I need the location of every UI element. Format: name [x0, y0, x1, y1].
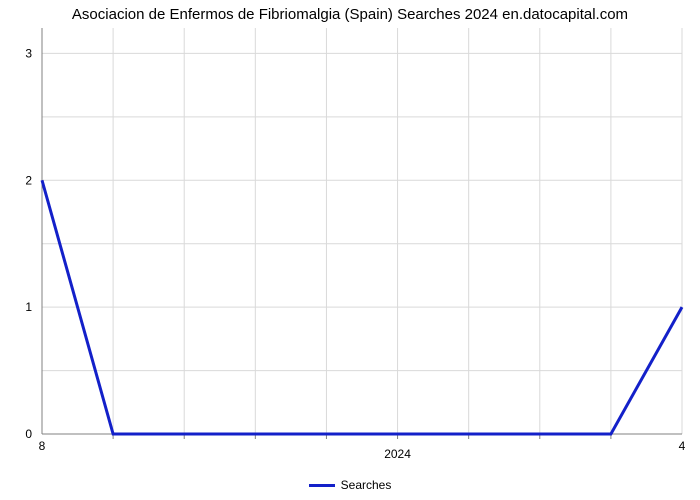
y-tick-label: 2: [25, 173, 32, 187]
x-axis-label: 2024: [384, 447, 411, 461]
x-tick-label: 4: [679, 439, 686, 453]
y-tick-label: 1: [25, 300, 32, 314]
y-tick-label: 0: [25, 427, 32, 441]
chart-plot-svg: 0 1 2 3 8 4 2024: [0, 0, 700, 500]
x-tick-label: 8: [39, 439, 46, 453]
legend-swatch: [309, 484, 335, 487]
chart-legend: Searches: [0, 478, 700, 492]
legend-label: Searches: [341, 478, 392, 492]
line-chart: Asociacion de Enfermos de Fibriomalgia (…: [0, 0, 700, 500]
y-tick-label: 3: [25, 46, 32, 60]
